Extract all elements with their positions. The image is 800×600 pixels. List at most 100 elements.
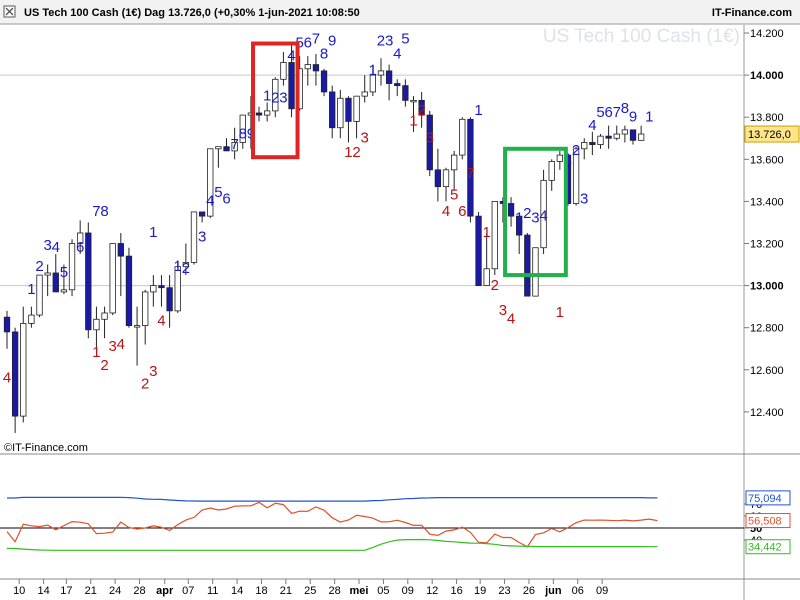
x-tick-label: mei xyxy=(350,585,369,597)
sequential-count-label: 1 xyxy=(515,209,523,226)
osc-value-badge xyxy=(745,539,791,555)
candle xyxy=(174,260,181,313)
x-tick-label: 18 xyxy=(255,585,267,597)
candle xyxy=(434,148,442,202)
sequential-count-label: 1 xyxy=(482,224,490,241)
candle-body xyxy=(361,91,368,97)
x-tick-label: 16 xyxy=(450,585,462,597)
candle xyxy=(320,68,328,97)
candle xyxy=(581,138,588,160)
candle-body xyxy=(434,169,442,188)
candle xyxy=(361,75,368,103)
sequential-count-label: 7 xyxy=(92,203,100,220)
candle xyxy=(77,220,84,255)
candle xyxy=(93,306,100,349)
candle-body xyxy=(540,179,547,249)
x-tick-label: 10 xyxy=(13,585,25,597)
candle-body xyxy=(581,142,588,150)
candle-body xyxy=(182,262,190,268)
candle xyxy=(198,211,206,223)
candle-body xyxy=(589,142,596,145)
sequential-count-label: 2 xyxy=(100,357,108,374)
candle xyxy=(231,127,238,160)
sequential-count-label: 5 xyxy=(214,184,222,201)
sequential-count-label: 1 xyxy=(263,87,271,104)
candle xyxy=(532,247,539,297)
sequential-count-label: 1 xyxy=(149,224,157,241)
candle-body xyxy=(93,318,100,331)
candle xyxy=(20,306,27,423)
candle xyxy=(377,58,385,86)
candle-body xyxy=(288,62,295,110)
candle xyxy=(556,150,563,170)
candle xyxy=(166,275,173,328)
x-tick-label: 07 xyxy=(182,585,194,597)
candle xyxy=(158,275,165,307)
candle xyxy=(337,89,344,139)
osc-value-badge xyxy=(745,490,791,506)
candle xyxy=(597,134,604,149)
candle-body xyxy=(272,78,279,112)
candle-body xyxy=(20,323,27,417)
sequential-count-label: 8 xyxy=(100,203,108,220)
sequential-count-label: 4 xyxy=(287,47,295,64)
candle xyxy=(385,64,393,101)
x-tick-label: 17 xyxy=(60,585,72,597)
sequential-count-label: 1 xyxy=(645,108,653,125)
candle-body xyxy=(304,64,311,70)
chart-header-title: US Tech 100 Cash (1€) Dag 13.726,0 (+0,3… xyxy=(24,7,360,19)
candle-body xyxy=(109,243,116,314)
candle-body xyxy=(532,247,539,297)
x-tick-label: 28 xyxy=(329,585,341,597)
sequential-count-label: 1 xyxy=(174,258,182,275)
sequential-count-label: 9 xyxy=(629,108,637,125)
candle xyxy=(402,79,409,107)
candle xyxy=(613,125,620,141)
candle-body xyxy=(597,135,604,145)
candle-body xyxy=(450,154,458,171)
candle-body xyxy=(264,110,271,116)
candle xyxy=(133,306,141,366)
candle xyxy=(637,125,645,141)
close-box-icon[interactable] xyxy=(3,5,16,18)
sequential-count-label: 4 xyxy=(3,369,11,386)
y-tick-label: 12.400 xyxy=(750,407,784,419)
sequential-count-label: 1 xyxy=(344,144,352,161)
candle-body xyxy=(524,234,531,297)
candle xyxy=(418,91,425,128)
candle-body xyxy=(28,314,35,324)
candle-body xyxy=(142,291,149,326)
sequential-count-label: 8 xyxy=(320,45,328,62)
candle xyxy=(353,95,360,139)
sequential-count-label: 3 xyxy=(361,129,369,146)
sequential-count-label: 4 xyxy=(52,239,60,256)
candle-body xyxy=(410,99,417,103)
candle xyxy=(483,232,490,287)
sequential-count-label: 2 xyxy=(523,205,531,222)
x-tick-label: 19 xyxy=(474,585,486,597)
candle-body xyxy=(312,64,320,72)
candle-body xyxy=(36,274,43,316)
sequential-count-label: 2 xyxy=(271,89,279,106)
candle-body xyxy=(385,70,393,84)
candle xyxy=(524,232,531,297)
candle xyxy=(44,264,51,297)
candle-body xyxy=(516,215,523,236)
candle xyxy=(223,138,230,152)
y-tick-label: 13.800 xyxy=(750,112,784,124)
sequential-count-label: 3 xyxy=(580,191,588,208)
candle xyxy=(101,306,108,339)
candle-body xyxy=(150,285,157,293)
y-tick-label: 12.600 xyxy=(750,365,784,377)
candle-body xyxy=(613,133,620,139)
sequential-count-label: 6 xyxy=(304,35,312,52)
last-price-badge-label: 13.726,0 xyxy=(748,129,791,141)
sequential-count-label: 4 xyxy=(117,336,125,353)
sequential-count-label: 3 xyxy=(426,129,434,146)
x-tick-label: 28 xyxy=(133,585,145,597)
candle-body xyxy=(475,215,482,286)
sequential-count-label: 6 xyxy=(222,191,230,208)
sequential-count-label: 5 xyxy=(450,186,458,203)
candle-body xyxy=(491,200,498,270)
